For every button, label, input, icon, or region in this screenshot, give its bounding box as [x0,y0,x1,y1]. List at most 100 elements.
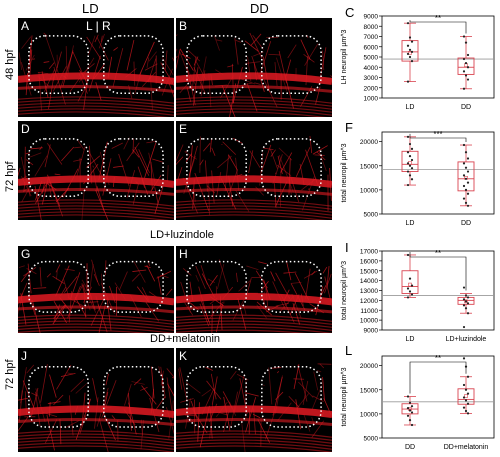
data-point [464,74,468,77]
y-tick-label: 1000 [364,96,379,103]
data-point [406,287,410,290]
data-point [466,66,470,69]
ventral-tract [18,205,174,213]
column-header-dd: DD [250,1,269,16]
y-tick-label: 20000 [360,363,378,370]
ventral-tract [176,436,332,444]
commissure-band [176,175,332,188]
ventral-tract [176,317,332,325]
y-tick-label: 2000 [364,85,379,92]
y-tick-label: 10000 [360,187,378,194]
data-point [464,388,468,391]
chart-f: 5000 10000 15000 20000 total neuropil µm^3 LD… [341,130,495,227]
panel-label-f: F [345,120,353,135]
data-point [408,419,412,422]
data-point [406,52,410,56]
micrograph-a: A L | R [18,18,174,117]
micrograph-d: D [18,121,174,220]
data-point [464,201,468,205]
x-tick-label: DD [461,104,471,111]
x-tick-label: LD [406,104,415,111]
significance-label: ** [435,14,441,23]
ventral-tract [18,320,174,328]
data-point [408,142,412,146]
mean-marker [464,394,468,398]
y-tick-label: 9000 [364,328,379,335]
data-point [406,170,410,173]
panel-label-l: L [345,343,353,358]
ventral-tract [176,102,332,110]
data-point [408,164,412,167]
data-point [462,325,466,329]
data-point [408,174,412,177]
data-point [462,383,466,387]
roi-left [186,260,247,313]
data-point [406,162,410,165]
data-point [462,57,466,61]
y-axis-label: LH neuropil µm^3 [341,30,348,85]
ventral-tract [18,208,174,216]
ventral-tract [176,205,332,213]
box-LD [401,40,419,62]
y-tick-label: 17000 [360,249,378,256]
data-point [466,204,470,207]
data-point [410,293,414,296]
panel-label-i: I [345,240,349,255]
data-point [464,399,468,402]
data-point [464,300,468,303]
ventral-tract [18,439,174,447]
ventral-tract [176,99,332,107]
data-point [464,188,468,191]
plot-frame [381,131,495,215]
data-point [410,60,414,63]
ventral-tract [176,96,332,104]
data-point [462,87,466,90]
data-point [462,162,466,165]
x-tick-label: LD+luzindole [446,336,487,343]
data-point [466,157,470,160]
ventral-tract [18,96,174,104]
y-tick-label: 6000 [364,44,379,51]
data-point [466,53,470,57]
ventral-tract [176,323,332,331]
ventral-tract [176,430,332,438]
data-point [466,375,470,378]
data-point [410,40,414,43]
roi-left [186,138,247,197]
ventral-tract [18,105,174,113]
y-axis-label: total neuropil µm^3 [341,367,348,426]
data-point [462,174,466,177]
chart-c: 1000 2000 3000 4000 5000 6000 7000 8000 9000 LH n… [341,14,495,111]
micrograph-e: E [176,121,332,220]
data-point [410,147,414,150]
row-label-72hpf-treated: 72 hpf [4,359,16,390]
significance-label: ** [435,249,441,258]
roi-right [103,35,164,94]
y-tick-label: 9000 [364,14,379,21]
commissure-band-lower [18,84,174,93]
mean-marker [464,299,468,304]
data-point [406,135,410,138]
data-point [464,62,468,65]
data-point [408,36,412,39]
commissure-band [18,292,174,306]
x-tick-label: LD [406,220,415,227]
condition-label-luzindole: LD+luzindole [150,229,214,241]
ventral-tract [18,445,174,452]
y-tick-label: 10000 [360,411,378,418]
data-point [410,178,414,181]
panel-label-e: E [179,122,188,136]
mean-marker [408,51,412,55]
roi-right [103,260,164,313]
x-tick-label: LD [406,336,415,343]
data-point [406,80,410,83]
y-tick-label: 5000 [364,212,379,219]
y-tick-label: 8000 [364,24,379,31]
data-point [410,284,414,287]
commissure-band-lower [176,418,332,426]
box-LD+luzindole [457,296,475,305]
data-point [464,307,468,310]
data-point [462,304,466,307]
data-point [406,253,410,257]
ventral-tract [176,108,332,116]
